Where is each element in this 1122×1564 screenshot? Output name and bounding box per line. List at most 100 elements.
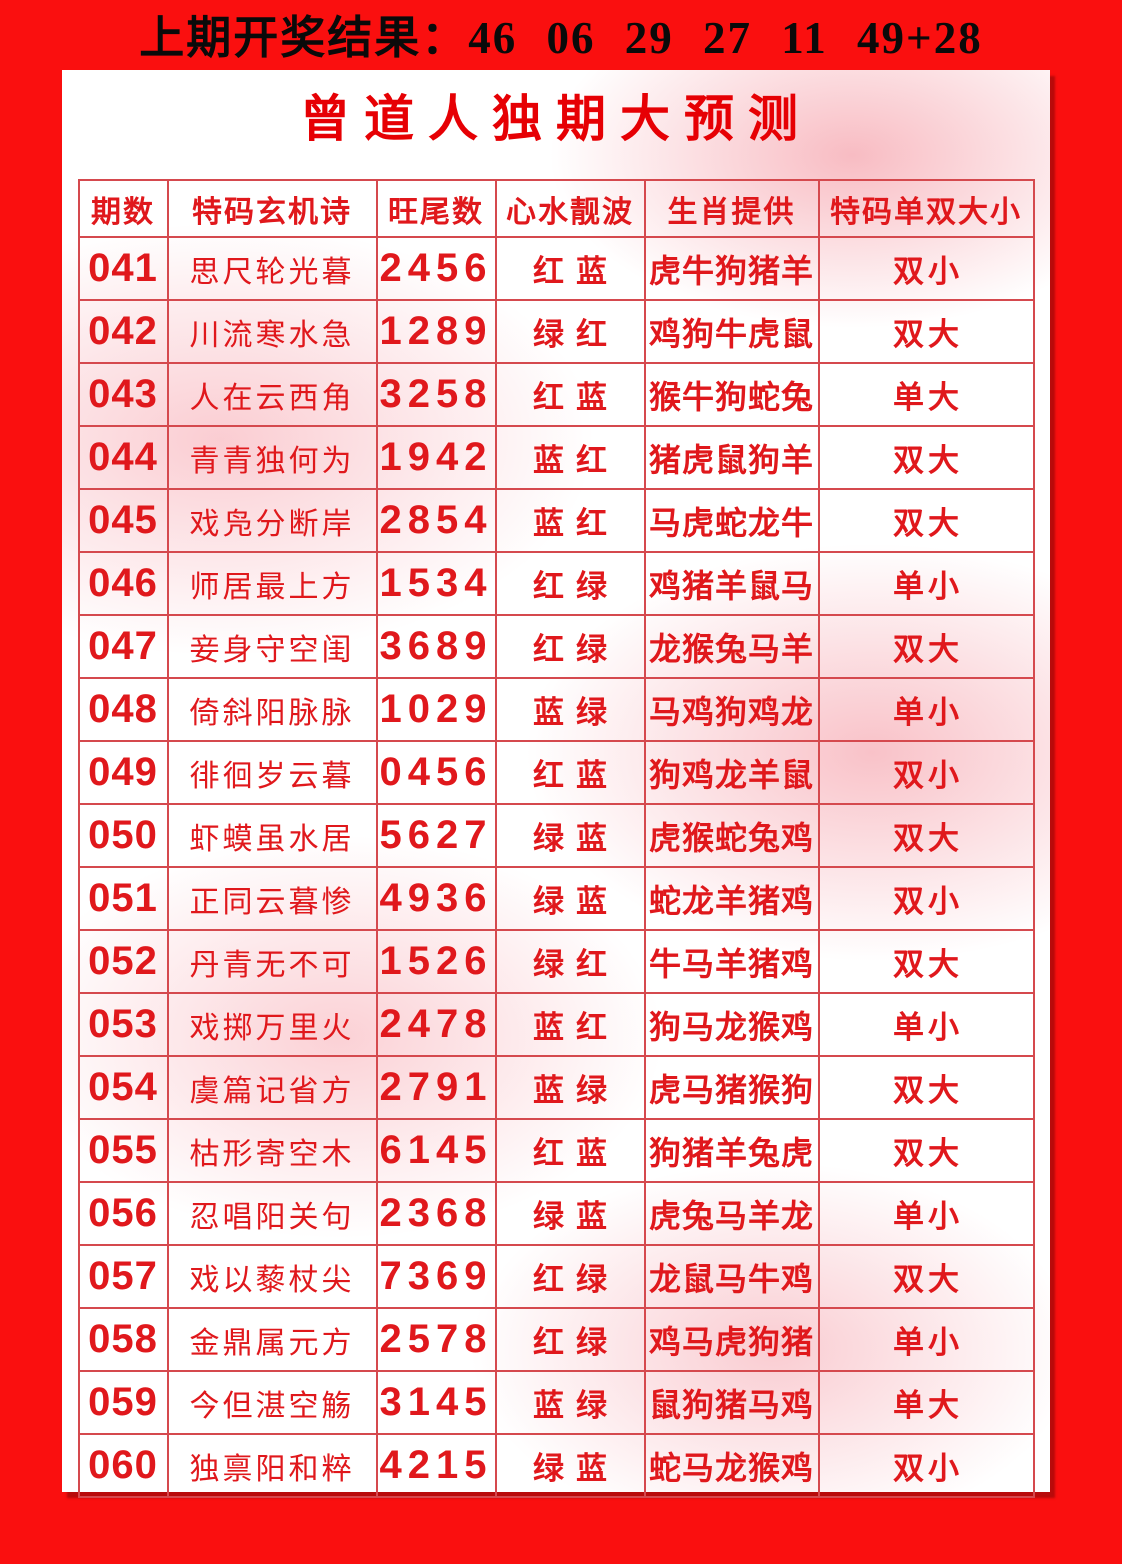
- cell-tail: 5627: [375, 803, 497, 868]
- cell-issue: 056: [77, 1181, 169, 1246]
- cell-wave: 绿蓝: [494, 866, 646, 931]
- table-row: 044 青青独何为 1942 蓝红 猪虎鼠狗羊 双大: [77, 425, 1035, 490]
- table-body: 041 思尺轮光暮 2456 红蓝 虎牛狗猪羊 双小 042 川流寒水急 1289 绿红 鸡狗牛虎鼠…: [77, 236, 1035, 1498]
- prediction-panel: 曾道人独期大预测 期数 特码玄机诗 旺尾数 心水靓波 生肖提供 特码单双大小 041 思尺轮…: [62, 70, 1050, 1498]
- cell-zodiac: 猪虎鼠狗羊: [643, 425, 820, 490]
- cell-wave: 绿蓝: [494, 1181, 646, 1246]
- cell-tail: 2478: [375, 992, 497, 1057]
- cell-zodiac: 鸡猪羊鼠马: [643, 551, 820, 616]
- cell-size: 双小: [817, 866, 1035, 931]
- cell-issue: 059: [77, 1370, 169, 1435]
- cell-zodiac: 狗鸡龙羊鼠: [643, 740, 820, 805]
- table-row: 057 戏以藜杖尖 7369 红绿 龙鼠马牛鸡 双大: [77, 1244, 1035, 1309]
- cell-wave: 蓝绿: [494, 677, 646, 742]
- cell-poem: 戏以藜杖尖: [166, 1244, 378, 1309]
- cell-poem: 枯形寄空木: [166, 1118, 378, 1183]
- cell-zodiac: 狗猪羊兔虎: [643, 1118, 820, 1183]
- cell-issue: 051: [77, 866, 169, 931]
- table-row: 050 虾蟆虽水居 5627 绿蓝 虎猴蛇兔鸡 双大: [77, 803, 1035, 868]
- table-row: 053 戏掷万里火 2478 蓝红 狗马龙猴鸡 单小: [77, 992, 1035, 1057]
- cell-poem: 师居最上方: [166, 551, 378, 616]
- table-row: 051 正同云暮惨 4936 绿蓝 蛇龙羊猪鸡 双小: [77, 866, 1035, 931]
- cell-wave: 蓝红: [494, 488, 646, 553]
- prediction-table: 期数 特码玄机诗 旺尾数 心水靓波 生肖提供 特码单双大小 041 思尺轮光暮 2456 红蓝虎…: [77, 179, 1035, 1498]
- cell-tail: 2791: [375, 1055, 497, 1120]
- cell-tail: 4215: [375, 1433, 497, 1498]
- cell-issue: 050: [77, 803, 169, 868]
- previous-draw-result-banner: 上期开奖结果：46 06 29 27 11 49+28: [139, 13, 983, 63]
- table-row: 056 忍唱阳关句 2368 绿蓝 虎兔马羊龙 单小: [77, 1181, 1035, 1246]
- table-row: 045 戏凫分断岸 2854 蓝红 马虎蛇龙牛 双大: [77, 488, 1035, 553]
- cell-issue: 057: [77, 1244, 169, 1309]
- cell-zodiac: 马虎蛇龙牛: [643, 488, 820, 553]
- cell-tail: 1942: [375, 425, 497, 490]
- cell-issue: 049: [77, 740, 169, 805]
- cell-zodiac: 鼠狗猪马鸡: [643, 1370, 820, 1435]
- cell-wave: 蓝绿: [494, 1055, 646, 1120]
- cell-size: 双小: [817, 1433, 1035, 1498]
- column-header-issue: 期数: [77, 179, 169, 238]
- cell-size: 双大: [817, 425, 1035, 490]
- cell-size: 双大: [817, 299, 1035, 364]
- cell-tail: 3145: [375, 1370, 497, 1435]
- cell-poem: 戏掷万里火: [166, 992, 378, 1057]
- table-row: 049 徘徊岁云暮 0456 红蓝 狗鸡龙羊鼠 双小: [77, 740, 1035, 805]
- cell-zodiac: 蛇龙羊猪鸡: [643, 866, 820, 931]
- cell-issue: 060: [77, 1433, 169, 1498]
- cell-zodiac: 蛇马龙猴鸡: [643, 1433, 820, 1498]
- cell-tail: 3689: [375, 614, 497, 679]
- table-row: 041 思尺轮光暮 2456 红蓝 虎牛狗猪羊 双小: [77, 236, 1035, 301]
- cell-poem: 今但湛空觞: [166, 1370, 378, 1435]
- cell-tail: 4936: [375, 866, 497, 931]
- column-header-zodiac: 生肖提供: [643, 179, 820, 238]
- cell-issue: 054: [77, 1055, 169, 1120]
- cell-zodiac: 狗马龙猴鸡: [643, 992, 820, 1057]
- cell-zodiac: 虎兔马羊龙: [643, 1181, 820, 1246]
- cell-poem: 妾身守空闺: [166, 614, 378, 679]
- table-row: 055 枯形寄空木 6145 红蓝 狗猪羊兔虎 双大: [77, 1118, 1035, 1183]
- cell-wave: 蓝红: [494, 992, 646, 1057]
- table-row: 048 倚斜阳脉脉 1029 蓝绿 马鸡狗鸡龙 单小: [77, 677, 1035, 742]
- cell-tail: 2456: [375, 236, 497, 301]
- column-header-size: 特码单双大小: [817, 179, 1035, 238]
- cell-wave: 红蓝: [494, 362, 646, 427]
- cell-tail: 1029: [375, 677, 497, 742]
- cell-wave: 红蓝: [494, 236, 646, 301]
- cell-poem: 徘徊岁云暮: [166, 740, 378, 805]
- cell-tail: 2578: [375, 1307, 497, 1372]
- column-header-wave: 心水靓波: [494, 179, 646, 238]
- cell-wave: 绿蓝: [494, 1433, 646, 1498]
- cell-zodiac: 猴牛狗蛇兔: [643, 362, 820, 427]
- cell-tail: 2854: [375, 488, 497, 553]
- cell-issue: 043: [77, 362, 169, 427]
- cell-issue: 045: [77, 488, 169, 553]
- cell-tail: 2368: [375, 1181, 497, 1246]
- page-title: 曾道人独期大预测: [300, 91, 812, 147]
- cell-wave: 蓝绿: [494, 1370, 646, 1435]
- cell-zodiac: 虎猴蛇兔鸡: [643, 803, 820, 868]
- cell-wave: 绿红: [494, 929, 646, 994]
- cell-tail: 0456: [375, 740, 497, 805]
- cell-zodiac: 虎牛狗猪羊: [643, 236, 820, 301]
- cell-tail: 1526: [375, 929, 497, 994]
- cell-wave: 绿蓝: [494, 803, 646, 868]
- cell-wave: 绿红: [494, 299, 646, 364]
- cell-issue: 053: [77, 992, 169, 1057]
- cell-poem: 正同云暮惨: [166, 866, 378, 931]
- cell-issue: 046: [77, 551, 169, 616]
- cell-size: 单小: [817, 677, 1035, 742]
- cell-wave: 红蓝: [494, 1118, 646, 1183]
- cell-zodiac: 鸡狗牛虎鼠: [643, 299, 820, 364]
- cell-size: 双大: [817, 1055, 1035, 1120]
- cell-issue: 048: [77, 677, 169, 742]
- table-row: 042 川流寒水急 1289 绿红 鸡狗牛虎鼠 双大: [77, 299, 1035, 364]
- cell-poem: 金鼎属元方: [166, 1307, 378, 1372]
- cell-issue: 041: [77, 236, 169, 301]
- table-row: 043 人在云西角 3258 红蓝 猴牛狗蛇兔 单大: [77, 362, 1035, 427]
- cell-poem: 虞篇记省方: [166, 1055, 378, 1120]
- cell-size: 双大: [817, 929, 1035, 994]
- table-row: 059 今但湛空觞 3145 蓝绿 鼠狗猪马鸡 单大: [77, 1370, 1035, 1435]
- cell-poem: 虾蟆虽水居: [166, 803, 378, 868]
- cell-size: 双小: [817, 740, 1035, 805]
- cell-issue: 055: [77, 1118, 169, 1183]
